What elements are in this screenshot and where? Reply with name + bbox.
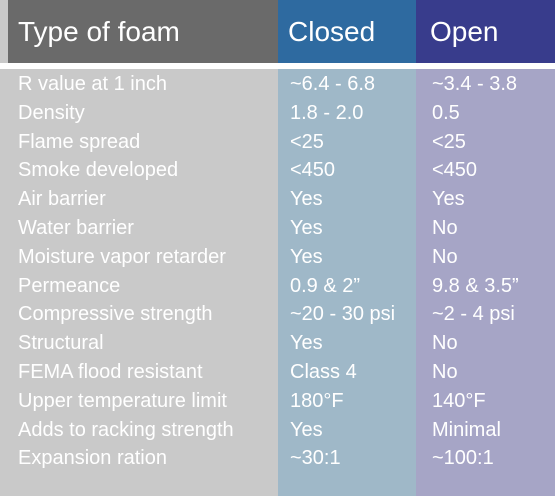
open-value: <450 (432, 159, 478, 182)
closed-value: Yes (290, 216, 323, 239)
header-type-of-foam: Type of foam (8, 0, 278, 63)
table-row: Upper temperature limit 180°F 140°F (0, 387, 557, 416)
table-row: Permeance 0.9 & 2” 9.8 & 3.5” (0, 272, 557, 301)
row-label: Smoke developed (18, 159, 179, 182)
open-value: 9.8 & 3.5” (432, 274, 519, 297)
table-row: R value at 1 inch ~6.4 - 6.8 ~3.4 - 3.8 (0, 70, 557, 99)
row-label: R value at 1 inch (18, 73, 167, 95)
row-label: Compressive strength (18, 303, 213, 326)
row-label: Moisture vapor retarder (18, 245, 226, 268)
table-row: Water barrier Yes No (0, 214, 557, 243)
open-value: <25 (432, 130, 466, 153)
header-divider (0, 63, 557, 69)
table-row: Smoke developed <450 <450 (0, 156, 557, 185)
closed-value: Yes (290, 332, 323, 355)
row-label: Expansion ration (18, 447, 167, 470)
closed-column (278, 0, 416, 496)
table-row: Compressive strength ~20 - 30 psi ~2 - 4 p… (0, 300, 557, 329)
closed-value: ~6.4 - 6.8 (290, 73, 376, 95)
open-value: Yes (432, 188, 465, 211)
open-value: ~100:1 (432, 447, 494, 470)
closed-value: Yes (290, 418, 323, 441)
row-label: Upper temperature limit (18, 389, 227, 412)
closed-value: ~20 - 30 psi (290, 303, 396, 326)
label-column (0, 0, 278, 496)
closed-value: 180°F (290, 389, 344, 412)
open-value: No (432, 216, 458, 239)
open-value: Minimal (432, 418, 501, 441)
table-row: Flame spread <25 <25 (0, 128, 557, 157)
open-value: 140°F (432, 389, 486, 412)
closed-value: <450 (290, 159, 336, 182)
closed-value: 1.8 - 2.0 (290, 101, 364, 124)
closed-value: Class 4 (290, 360, 357, 383)
open-value: No (432, 245, 458, 268)
table-row: Expansion ration ~30:1 ~100:1 (0, 444, 557, 473)
row-label: Water barrier (18, 216, 134, 239)
open-value: ~2 - 4 psi (432, 303, 515, 326)
row-label: FEMA flood resistant (18, 360, 203, 383)
table-row: Moisture vapor retarder Yes No (0, 243, 557, 272)
closed-value: 0.9 & 2” (290, 274, 361, 297)
table-row: Density 1.8 - 2.0 0.5 (0, 99, 557, 128)
open-value: No (432, 332, 458, 355)
closed-value: ~30:1 (290, 447, 341, 470)
open-value: No (432, 360, 458, 383)
table-body: R value at 1 inch ~6.4 - 6.8 ~3.4 - 3.8 Den… (0, 70, 557, 473)
table-row: FEMA flood resistant Class 4 No (0, 358, 557, 387)
closed-value: <25 (290, 130, 324, 153)
open-column (416, 0, 555, 496)
table-row: Adds to racking strength Yes Minimal (0, 416, 557, 445)
closed-value: Yes (290, 245, 323, 268)
table-row: Structural Yes No (0, 329, 557, 358)
row-label: Adds to racking strength (18, 418, 234, 441)
header-closed: Closed (278, 0, 416, 63)
row-label: Structural (18, 332, 104, 355)
row-label: Density (18, 101, 85, 124)
table-row: Air barrier Yes Yes (0, 185, 557, 214)
header-open: Open (416, 0, 555, 63)
row-label: Air barrier (18, 188, 106, 211)
row-label: Flame spread (18, 130, 141, 153)
closed-value: Yes (290, 188, 323, 211)
open-value: 0.5 (432, 101, 460, 124)
open-value: ~3.4 - 3.8 (432, 73, 518, 95)
row-label: Permeance (18, 274, 121, 297)
